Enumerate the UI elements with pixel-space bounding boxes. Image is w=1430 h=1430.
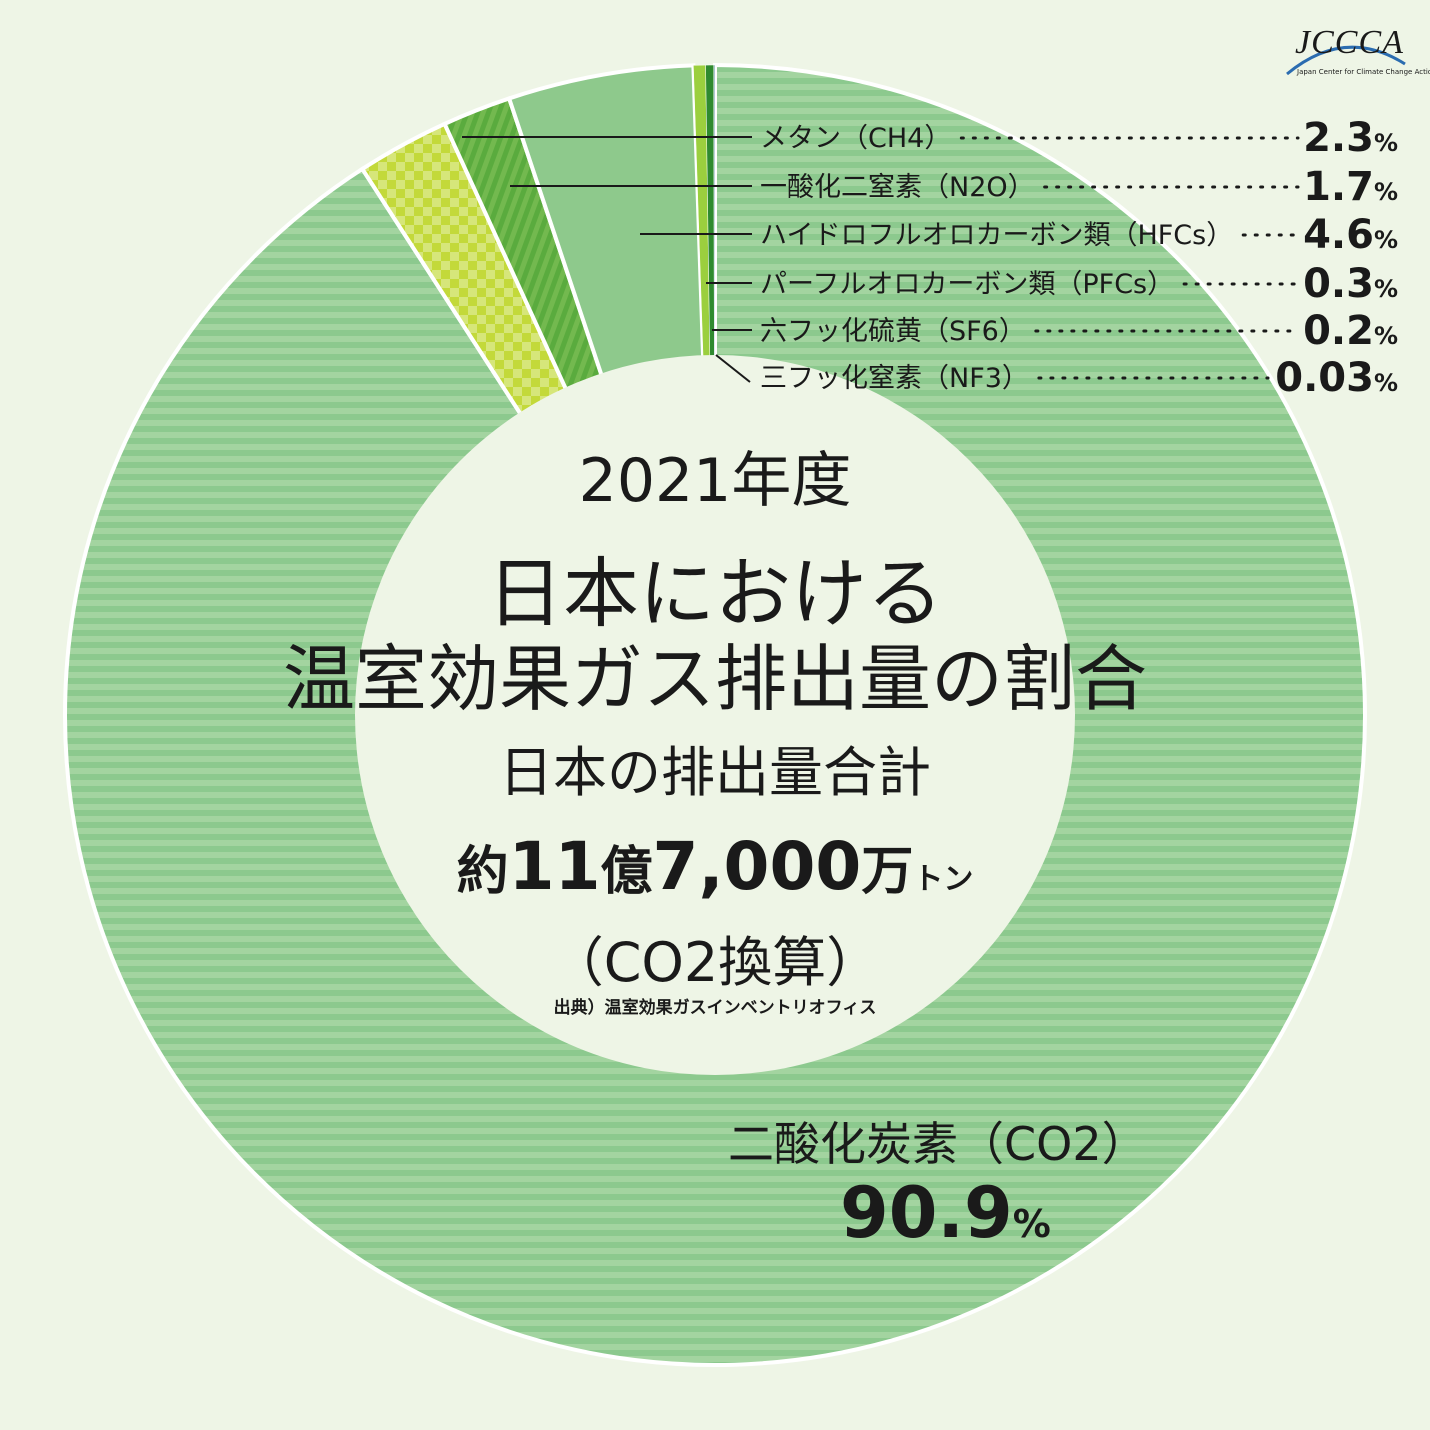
logo-arc-icon	[1286, 45, 1406, 76]
jccca-logo: JCCCA Japan Center for Climate Change Ac…	[1285, 24, 1430, 84]
percent-nf3: 0.03%	[1275, 355, 1398, 401]
total-unit-ton: トン	[913, 862, 974, 897]
percent-hfcs: 4.6%	[1303, 212, 1398, 258]
total-unit-oku: 億	[600, 842, 653, 902]
year-label: 2021年度	[578, 446, 852, 516]
title-line1: 日本における	[487, 549, 943, 638]
total-heading: 日本の排出量合計	[499, 741, 931, 804]
co2-equivalent-note: （CO2換算）	[549, 931, 881, 994]
label-hfcs: ハイドロフルオロカーボン類（HFCs）	[760, 220, 1233, 251]
label-pfcs: パーフルオロカーボン類（PFCs）	[760, 269, 1174, 300]
source-note: 出典）温室効果ガスインベントリオフィス	[553, 998, 877, 1018]
leader-lines: メタン（CH4） 2.3% 一酸化二窒素（N2O） 1.7% ハイドロフルオロカーボン類…	[462, 115, 1398, 401]
label-sf6: 六フッ化硫黄（SF6）	[760, 316, 1026, 347]
total-number-b: 7,000	[652, 828, 862, 905]
label-ch4: メタン（CH4）	[760, 123, 951, 154]
percent-pfcs: 0.3%	[1303, 261, 1398, 307]
percent-sf6: 0.2%	[1303, 308, 1398, 354]
leader-line-nf3	[715, 354, 751, 383]
co2-percent-value: 90.9	[840, 1172, 1013, 1254]
slice-nf3	[713, 64, 716, 716]
donut-hole	[355, 355, 1075, 1075]
percent-ch4: 2.3%	[1303, 115, 1398, 161]
label-n2o: 一酸化二窒素（N2O）	[760, 172, 1035, 203]
title-line2: 温室効果ガス排出量の割合	[282, 637, 1147, 721]
logo-subtitle: Japan Center for Climate Change Actions	[1297, 68, 1430, 76]
percent-n2o: 1.7%	[1303, 164, 1398, 210]
co2-percent-symbol: %	[1012, 1202, 1051, 1246]
total-prefix: 約	[456, 842, 509, 902]
co2-label: 二酸化炭素（CO2）	[728, 1117, 1148, 1171]
label-nf3: 三フッ化窒素（NF3）	[760, 363, 1029, 394]
co2-percent: 90.9%	[840, 1172, 1051, 1254]
total-value: 約11億7,000万トン	[0, 828, 1430, 905]
logo-text: JCCCA	[1295, 24, 1404, 61]
total-unit-man: 万	[861, 842, 914, 902]
total-number-a: 11	[508, 828, 601, 905]
